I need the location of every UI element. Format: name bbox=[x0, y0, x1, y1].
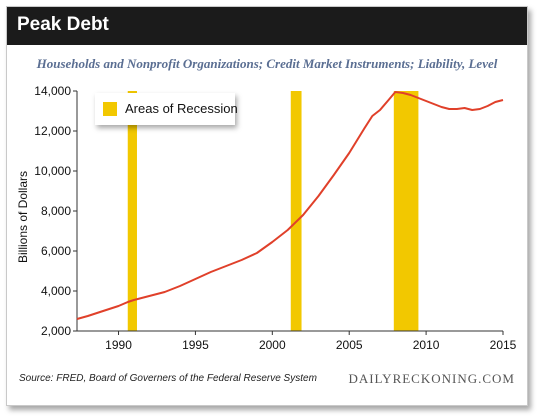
y-tick-label: 6,000 bbox=[41, 244, 71, 258]
chart-canvas: 2,000 4,000 6,000 8,000 10,000 12,000 14,000 19… bbox=[16, 84, 517, 352]
y-tick-label: 10,000 bbox=[34, 164, 71, 178]
y-axis-label: Billions of Dollars bbox=[16, 171, 30, 263]
legend: Areas of Recession bbox=[95, 93, 238, 125]
x-tick-label: 2000 bbox=[259, 338, 286, 352]
x-tick-label: 2015 bbox=[490, 338, 517, 352]
y-tick-label: 4,000 bbox=[41, 284, 71, 298]
series-layer bbox=[76, 91, 504, 320]
debt-series-line bbox=[76, 91, 504, 320]
y-tick-label: 2,000 bbox=[41, 324, 71, 338]
recession-bands bbox=[127, 91, 419, 331]
y-tick-label: 12,000 bbox=[34, 124, 71, 138]
brand-logo-text: DAILYRECKONING.COM bbox=[348, 371, 515, 386]
header-bar: Peak Debt bbox=[7, 7, 527, 45]
x-tick-label: 2010 bbox=[413, 338, 440, 352]
chart-card: Peak Debt Households and Nonprofit Organ… bbox=[6, 6, 528, 406]
x-tick-label: 2005 bbox=[336, 338, 363, 352]
legend-label: Areas of Recession bbox=[125, 101, 238, 116]
legend-swatch-recession bbox=[103, 102, 117, 116]
recession-band-3 bbox=[393, 91, 419, 331]
recession-band-1 bbox=[127, 91, 137, 331]
y-tick-label: 14,000 bbox=[34, 84, 71, 98]
tick-labels: 2,000 4,000 6,000 8,000 10,000 12,000 14,000 19… bbox=[34, 84, 516, 352]
source-note: Source: FRED, Board of Governers of the … bbox=[19, 373, 317, 384]
chart-title: Peak Debt bbox=[17, 14, 109, 35]
x-tick-label: 1990 bbox=[105, 338, 132, 352]
axes bbox=[73, 90, 504, 335]
chart-subtitle: Households and Nonprofit Organizations; … bbox=[36, 56, 498, 71]
y-tick-label: 8,000 bbox=[41, 204, 71, 218]
x-tick-label: 1995 bbox=[182, 338, 209, 352]
recession-band-2 bbox=[290, 91, 302, 331]
